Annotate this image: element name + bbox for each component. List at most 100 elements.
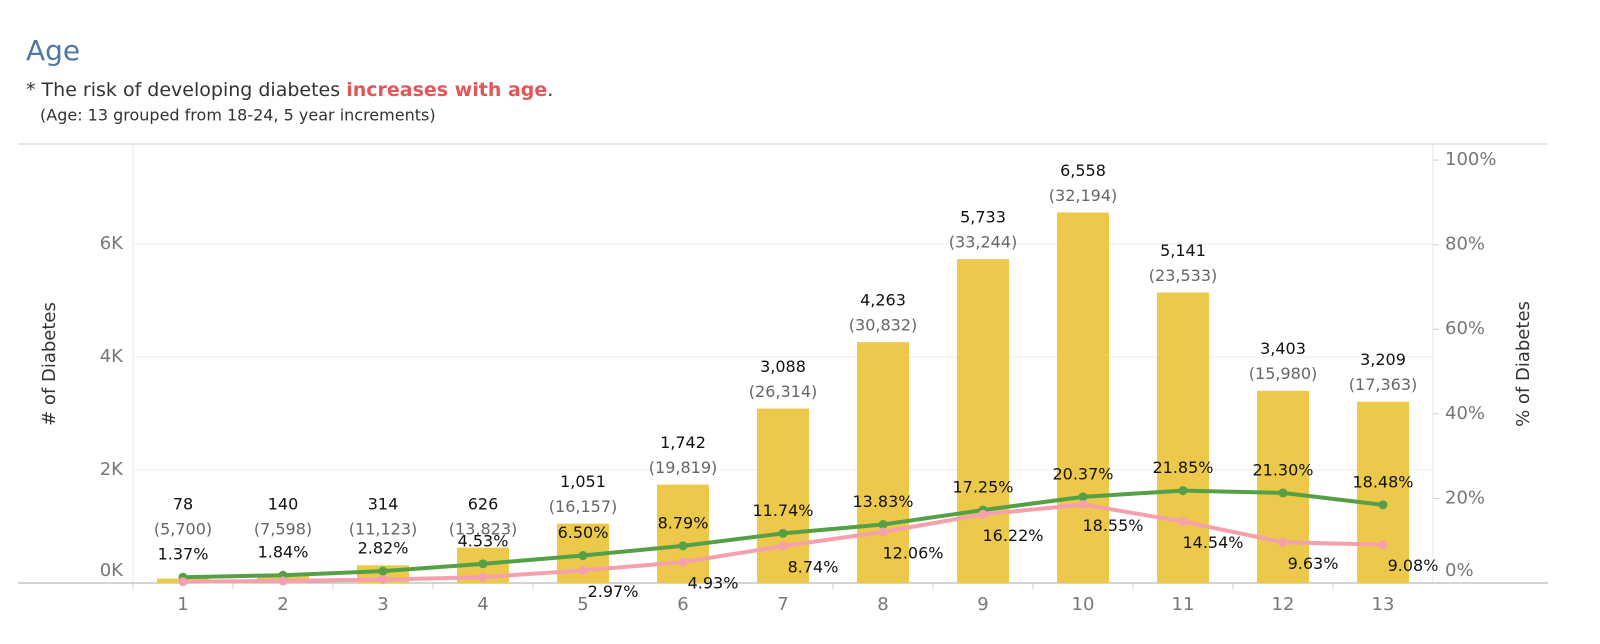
line-value-label: 9.08% (1388, 556, 1439, 575)
line-value-label: 20.37% (1052, 464, 1113, 483)
bar (1057, 212, 1109, 583)
subtitle-part: * The risk of developing diabetes (26, 79, 346, 101)
note: (Age: 13 grouped from 18-24, 5 year incr… (40, 106, 436, 125)
y-tick-label: 2K (100, 459, 124, 480)
bar (957, 259, 1009, 583)
total-label: (33,244) (949, 233, 1017, 252)
x-tick-label: 10 (1072, 594, 1095, 615)
bar (757, 408, 809, 583)
total-label: (32,194) (1049, 186, 1117, 205)
point (778, 541, 788, 551)
total-label: (16,157) (549, 497, 617, 516)
line-value-label: 8.79% (658, 513, 709, 532)
point (678, 541, 688, 551)
x-tick-label: 12 (1272, 594, 1295, 615)
point (678, 557, 688, 567)
bar (857, 342, 909, 583)
line-value-label: 17.25% (952, 478, 1013, 497)
y2-tick-label: 40% (1445, 403, 1485, 424)
subtitle-part: . (547, 79, 553, 101)
point (978, 509, 988, 519)
point (278, 576, 288, 586)
y-axis-title: # of Diabetes (39, 302, 60, 426)
x-tick-label: 11 (1172, 594, 1195, 615)
value-label: 3,088 (760, 357, 806, 376)
point (878, 520, 888, 530)
value-label: 1,051 (560, 472, 606, 491)
y2-tick-label: 20% (1445, 487, 1485, 508)
line-value-label: 18.48% (1352, 472, 1413, 491)
total-label: (11,123) (349, 520, 417, 539)
x-tick-label: 4 (477, 594, 488, 615)
line-value-label: 16.22% (982, 526, 1043, 545)
y-tick-label: 4K (100, 346, 124, 367)
total-label: (5,700) (154, 520, 212, 539)
line-value-label: 11.74% (752, 501, 813, 520)
point (178, 577, 188, 587)
point (478, 572, 488, 582)
bar (1257, 390, 1309, 583)
value-label: 5,733 (960, 208, 1006, 227)
chart-title: Age (26, 34, 80, 67)
point (1278, 537, 1288, 547)
subtitle-highlight: increases with age (346, 79, 547, 101)
value-label: 5,141 (1160, 241, 1206, 260)
bar (1157, 292, 1209, 583)
line-value-label: 4.93% (688, 574, 739, 593)
subtitle: * The risk of developing diabetes increa… (26, 79, 553, 101)
point (1078, 500, 1088, 510)
line-value-label: 1.84% (258, 543, 309, 562)
point (378, 575, 388, 585)
point (1278, 488, 1288, 498)
x-tick-label: 3 (377, 594, 388, 615)
line-value-label: 13.83% (852, 492, 913, 511)
line-value-label: 8.74% (788, 558, 839, 577)
x-tick-label: 2 (277, 594, 288, 615)
total-label: (19,819) (649, 458, 717, 477)
x-tick-label: 7 (777, 594, 788, 615)
value-label: 6,558 (1060, 161, 1106, 180)
x-tick-label: 13 (1372, 594, 1395, 615)
point (1078, 492, 1088, 502)
x-tick-label: 9 (977, 594, 988, 615)
total-label: (30,832) (849, 316, 917, 335)
line-value-label: 9.63% (1288, 554, 1339, 573)
value-label: 1,742 (660, 433, 706, 452)
line-value-label: 18.55% (1082, 516, 1143, 535)
y2-tick-label: 0% (1445, 560, 1474, 581)
value-label: 140 (268, 495, 299, 514)
line-value-label: 2.82% (358, 539, 409, 558)
point (1378, 540, 1388, 550)
line-value-label: 21.85% (1152, 458, 1213, 477)
value-label: 626 (468, 495, 499, 514)
total-label: (7,598) (254, 520, 312, 539)
x-tick-label: 6 (677, 594, 688, 615)
total-label: (13,823) (449, 520, 517, 539)
y2-tick-label: 100% (1445, 149, 1496, 170)
total-label: (17,363) (1349, 375, 1417, 394)
line-value-label: 2.97% (588, 582, 639, 601)
y2-tick-label: 60% (1445, 318, 1485, 339)
value-label: 3,209 (1360, 350, 1406, 369)
point (378, 566, 388, 576)
line-value-label: 4.53% (458, 531, 509, 550)
point (778, 528, 788, 538)
value-label: 4,263 (860, 291, 906, 310)
y-tick-label: 6K (100, 233, 124, 254)
y2-tick-label: 80% (1445, 234, 1485, 255)
point (1378, 500, 1388, 510)
value-label: 78 (173, 495, 193, 514)
x-tick-label: 1 (177, 594, 188, 615)
total-label: (26,314) (749, 382, 817, 401)
point (578, 551, 588, 561)
bar (1357, 401, 1409, 583)
line-value-label: 14.54% (1182, 533, 1243, 552)
x-tick-label: 8 (877, 594, 888, 615)
point (878, 527, 888, 537)
line-value-label: 6.50% (558, 523, 609, 542)
line-value-label: 1.37% (158, 545, 209, 564)
point (1178, 486, 1188, 496)
total-label: (23,533) (1149, 266, 1217, 285)
total-label: (15,980) (1249, 364, 1317, 383)
